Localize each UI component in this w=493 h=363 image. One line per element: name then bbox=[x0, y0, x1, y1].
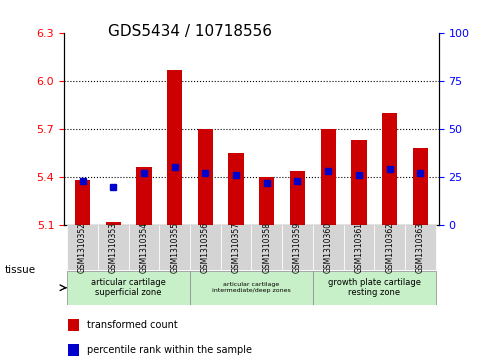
Bar bbox=[228, 153, 244, 225]
Text: GDS5434 / 10718556: GDS5434 / 10718556 bbox=[108, 24, 273, 38]
Bar bbox=[106, 222, 121, 225]
Bar bbox=[290, 171, 305, 225]
Text: GSM1310352: GSM1310352 bbox=[78, 222, 87, 273]
Bar bbox=[67, 225, 98, 270]
Bar bbox=[67, 270, 190, 305]
Bar bbox=[98, 225, 129, 270]
Text: articular cartilage
superficial zone: articular cartilage superficial zone bbox=[91, 278, 166, 297]
Bar bbox=[282, 225, 313, 270]
Text: GSM1310353: GSM1310353 bbox=[109, 222, 118, 273]
Bar bbox=[221, 225, 251, 270]
Bar bbox=[382, 113, 397, 225]
Bar bbox=[405, 225, 436, 270]
Bar bbox=[198, 129, 213, 225]
Bar bbox=[190, 270, 313, 305]
Bar bbox=[167, 70, 182, 225]
Text: GSM1310360: GSM1310360 bbox=[324, 222, 333, 273]
Bar bbox=[159, 225, 190, 270]
Text: transformed count: transformed count bbox=[87, 321, 178, 330]
Bar bbox=[351, 140, 367, 225]
Bar bbox=[320, 129, 336, 225]
Text: GSM1310358: GSM1310358 bbox=[262, 222, 271, 273]
Bar bbox=[68, 319, 79, 331]
Text: growth plate cartilage
resting zone: growth plate cartilage resting zone bbox=[328, 278, 421, 297]
Bar bbox=[129, 225, 159, 270]
Text: articular cartilage
intermediate/deep zones: articular cartilage intermediate/deep zo… bbox=[212, 282, 291, 293]
Bar bbox=[259, 177, 275, 225]
Bar bbox=[136, 167, 152, 225]
Text: GSM1310355: GSM1310355 bbox=[170, 222, 179, 273]
Bar bbox=[190, 225, 221, 270]
Bar bbox=[251, 225, 282, 270]
Bar bbox=[313, 225, 344, 270]
Text: GSM1310354: GSM1310354 bbox=[140, 222, 148, 273]
Bar bbox=[313, 270, 436, 305]
Text: GSM1310357: GSM1310357 bbox=[232, 222, 241, 273]
Text: GSM1310362: GSM1310362 bbox=[385, 222, 394, 273]
Bar bbox=[75, 180, 90, 225]
Bar bbox=[68, 344, 79, 356]
Text: GSM1310359: GSM1310359 bbox=[293, 222, 302, 273]
Bar bbox=[344, 225, 374, 270]
Bar bbox=[374, 225, 405, 270]
Text: GSM1310361: GSM1310361 bbox=[354, 222, 363, 273]
Text: GSM1310363: GSM1310363 bbox=[416, 222, 425, 273]
Text: percentile rank within the sample: percentile rank within the sample bbox=[87, 345, 252, 355]
Bar bbox=[413, 148, 428, 225]
Text: GSM1310356: GSM1310356 bbox=[201, 222, 210, 273]
Text: tissue: tissue bbox=[5, 265, 36, 276]
